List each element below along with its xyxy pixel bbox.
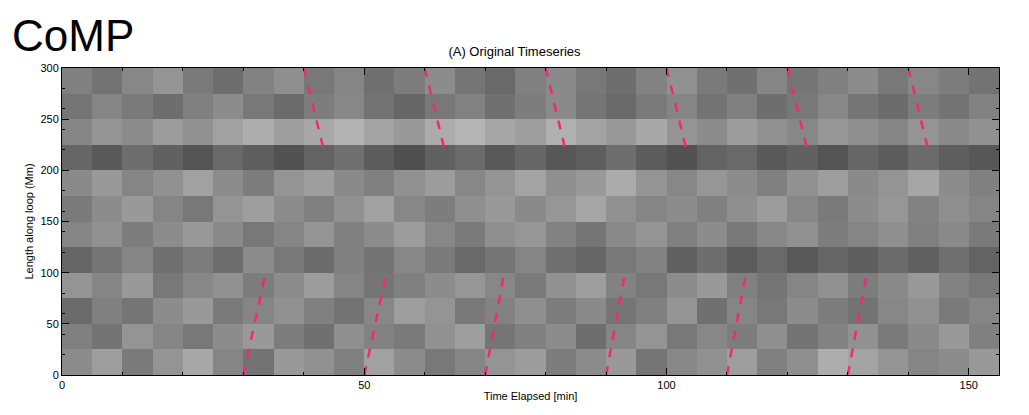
svg-text:Time Elapsed [min]: Time Elapsed [min] [484, 390, 578, 402]
svg-text:50: 50 [47, 318, 59, 330]
svg-text:0: 0 [53, 369, 59, 381]
svg-text:250: 250 [40, 113, 58, 125]
svg-text:150: 150 [960, 379, 978, 391]
svg-text:Length along loop (Mm): Length along loop (Mm) [23, 163, 35, 279]
svg-text:(A) Original Timeseries: (A) Original Timeseries [448, 44, 581, 59]
svg-text:300: 300 [40, 62, 58, 74]
svg-text:50: 50 [358, 379, 370, 391]
svg-text:100: 100 [40, 267, 58, 279]
svg-text:100: 100 [657, 379, 675, 391]
svg-text:150: 150 [40, 215, 58, 227]
svg-text:200: 200 [40, 164, 58, 176]
svg-text:CoMP: CoMP [12, 11, 134, 60]
svg-text:0: 0 [59, 379, 65, 391]
